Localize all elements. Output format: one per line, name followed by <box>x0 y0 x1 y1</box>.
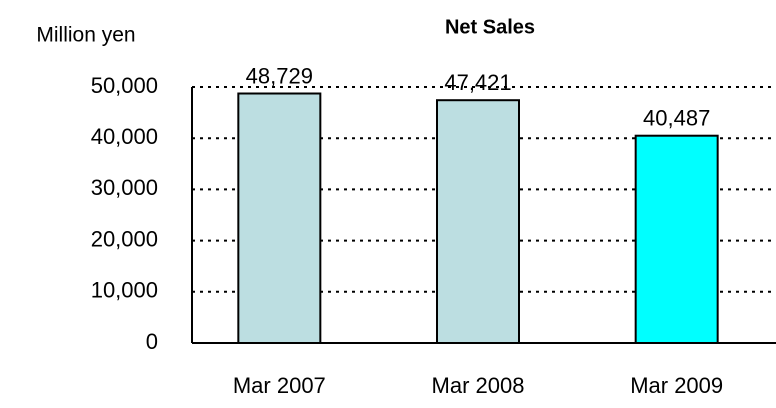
data-label: 47,421 <box>444 70 511 95</box>
y-tick-label: 30,000 <box>91 175 158 200</box>
y-tick-label: 10,000 <box>91 278 158 303</box>
y-tick-label: 20,000 <box>91 226 158 251</box>
y-tick-label: 0 <box>146 329 158 354</box>
x-tick-label: Mar 2009 <box>630 373 723 398</box>
bar <box>436 99 520 344</box>
bar <box>634 134 719 344</box>
chart-title: Net Sales <box>445 16 535 38</box>
y-tick-label: 50,000 <box>91 73 158 98</box>
data-label: 48,729 <box>246 63 313 88</box>
bar <box>237 92 322 344</box>
y-axis-label: Million yen <box>36 24 135 47</box>
y-tick-label: 40,000 <box>91 124 158 149</box>
data-label: 40,487 <box>643 106 710 131</box>
x-tick-label: Mar 2007 <box>233 373 326 398</box>
x-tick-label: Mar 2008 <box>432 373 525 398</box>
